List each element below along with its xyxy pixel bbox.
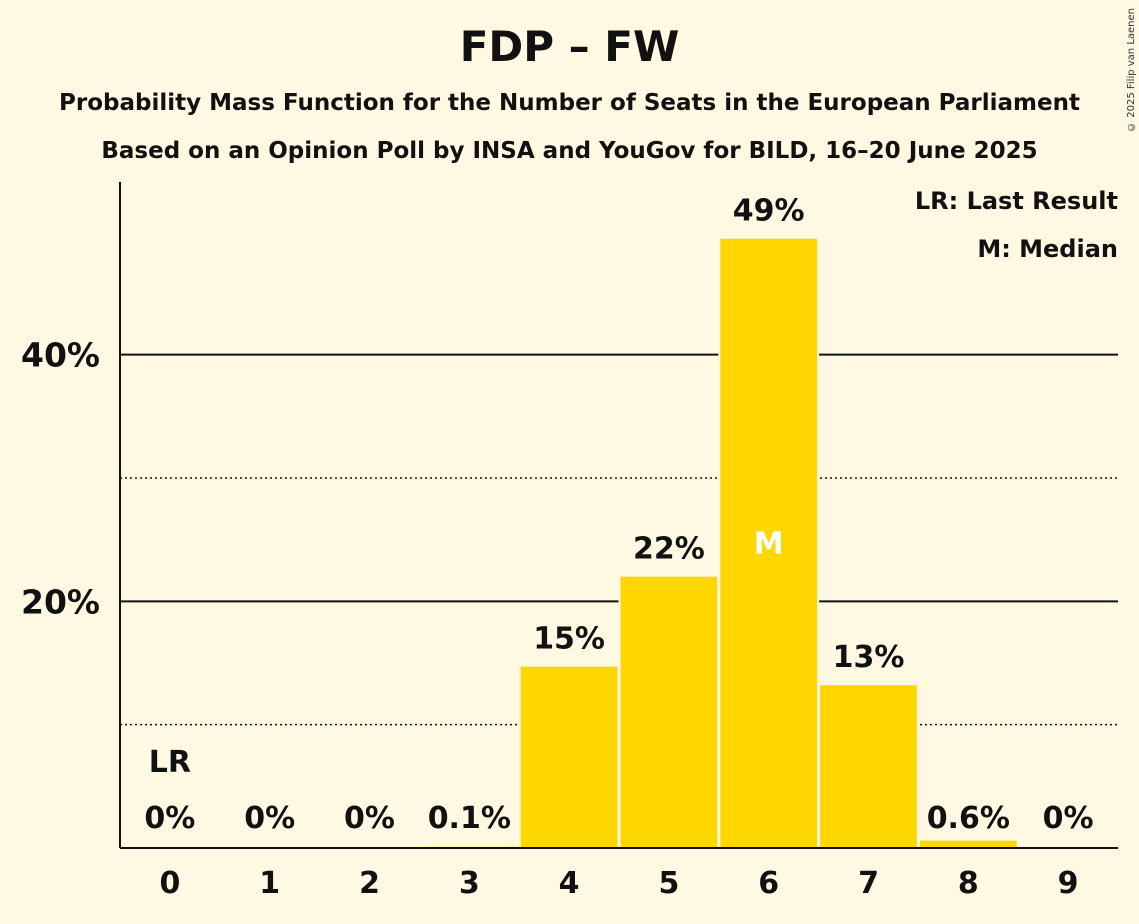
- value-label-7: 13%: [833, 640, 905, 675]
- axes: [119, 182, 1118, 849]
- bar-5: [620, 576, 718, 848]
- y-tick-label: 40%: [21, 336, 100, 375]
- bar-7: [820, 685, 917, 848]
- value-label-5: 22%: [633, 532, 705, 567]
- value-label-8: 0.6%: [927, 801, 1010, 836]
- median-marker: M: [754, 526, 784, 561]
- bar-6: [720, 238, 818, 848]
- x-tick-label-9: 9: [1058, 866, 1079, 901]
- value-label-9: 0%: [1043, 801, 1094, 836]
- bar-8: [919, 840, 1017, 848]
- x-tick-label-8: 8: [958, 866, 979, 901]
- value-label-1: 0%: [244, 801, 295, 836]
- bars: [418, 238, 1019, 848]
- value-label-0: 0%: [144, 801, 195, 836]
- bar-4: [520, 666, 618, 848]
- chart-title: FDP – FW: [459, 22, 680, 71]
- value-label-6: 49%: [733, 194, 805, 229]
- x-tick-label-3: 3: [459, 866, 480, 901]
- x-tick-label-6: 6: [758, 866, 779, 901]
- legend-last-result: LR: Last Result: [915, 187, 1118, 215]
- labels: 20% 40% 0% 0 LR 0% 1 0% 2 0.1% 3 15% 4 22% 5 49% 6 M 13% 7 0…: [21, 194, 1094, 901]
- x-tick-label-0: 0: [159, 866, 180, 901]
- chart-subtitle: Probability Mass Function for the Number…: [59, 90, 1080, 116]
- value-label-2: 0%: [344, 801, 395, 836]
- last-result-marker: LR: [149, 745, 191, 780]
- x-tick-label-7: 7: [858, 866, 879, 901]
- x-tick-label-2: 2: [359, 866, 380, 901]
- x-tick-label-5: 5: [658, 866, 679, 901]
- value-label-3: 0.1%: [428, 801, 511, 836]
- value-label-4: 15%: [533, 622, 605, 657]
- y-tick-label: 20%: [21, 582, 100, 621]
- x-tick-label-4: 4: [559, 866, 580, 901]
- chart-subtitle-source: Based on an Opinion Poll by INSA and You…: [101, 138, 1038, 164]
- legend-median: M: Median: [977, 235, 1118, 263]
- x-tick-label-1: 1: [259, 866, 280, 901]
